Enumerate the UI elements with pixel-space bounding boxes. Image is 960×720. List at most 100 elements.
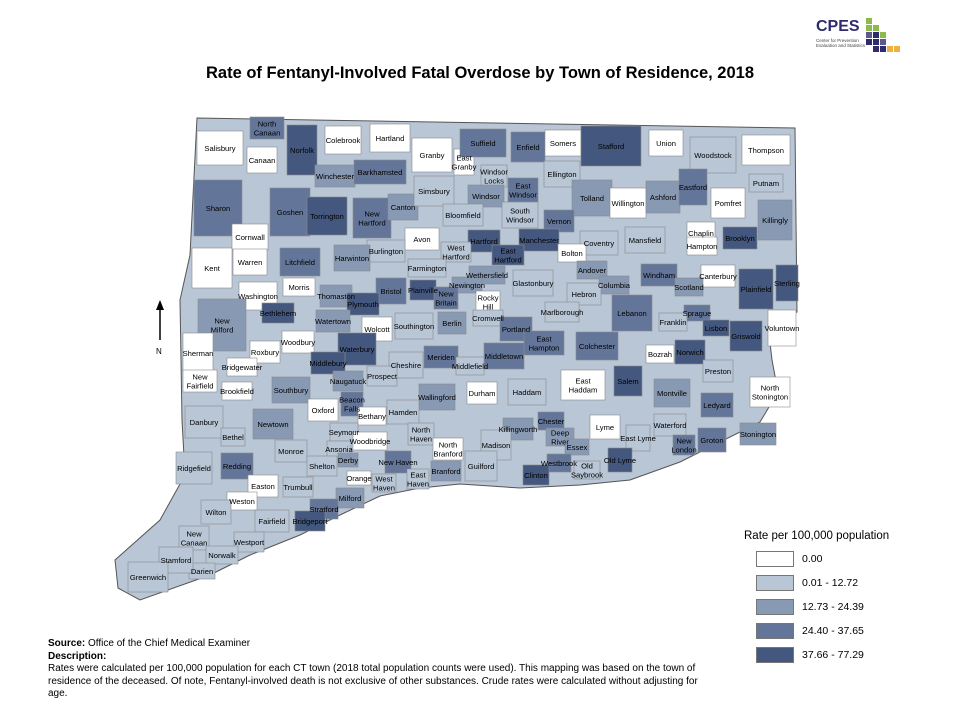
town-label: Clinton: [524, 471, 548, 480]
town-label: Griswold: [731, 332, 761, 341]
town-label: Sherman: [183, 349, 214, 358]
town-label: Torrington: [310, 212, 344, 221]
town-label: Barkhamsted: [358, 168, 403, 177]
legend-swatch: [756, 599, 794, 615]
town-area: [440, 241, 472, 263]
town-area: [418, 383, 456, 411]
town-label: Plainfield: [741, 285, 772, 294]
town-label: Waterbury: [340, 345, 375, 354]
town-label: Orange: [346, 474, 371, 483]
town-label: Coventry: [584, 239, 615, 248]
town-label: Portland: [502, 325, 530, 334]
town-area: [261, 302, 295, 324]
town-label: Goshen: [277, 208, 304, 217]
town-label: Bethlehem: [260, 309, 296, 318]
town-label: Old Lyme: [604, 456, 636, 465]
town-label: Granby: [420, 151, 445, 160]
town-label: Hampton: [687, 242, 718, 251]
town-area: [507, 378, 547, 406]
notes: Source: Office of the Chief Medical Exam…: [48, 638, 708, 701]
town-area: [252, 408, 294, 440]
town-label: Enfield: [516, 143, 539, 152]
town-label: Voluntown: [764, 324, 799, 333]
town-area: [286, 124, 318, 176]
town-area: [501, 201, 539, 229]
town-label: Berlin: [442, 319, 461, 328]
town-area: [411, 137, 453, 173]
town-label: Mansfield: [629, 236, 662, 245]
town-area: [697, 427, 727, 453]
town-area: [544, 301, 580, 323]
town-label: Monroe: [278, 447, 304, 456]
town-area: [407, 422, 435, 446]
town-label: Haddam: [513, 388, 542, 397]
town-area: [564, 438, 590, 456]
town-area: [674, 277, 704, 297]
town-label: New Milford: [211, 317, 234, 335]
town-label: Naugatuck: [330, 377, 367, 386]
town-label: Milford: [339, 494, 362, 503]
town-label: Ellington: [547, 170, 576, 179]
town-area: [332, 370, 364, 392]
town-area: [279, 247, 321, 277]
town-label: Sterling: [774, 279, 800, 288]
town-area: [387, 193, 419, 221]
town-area: [247, 474, 279, 498]
town-area: [739, 422, 777, 446]
town-label: Killingworth: [499, 425, 538, 434]
source-text: Office of the Chief Medical Examiner: [88, 638, 251, 649]
town-area: [282, 476, 314, 498]
town-label: Kent: [204, 264, 221, 273]
town-area: [310, 351, 346, 375]
legend-row: 12.73 - 24.39: [756, 599, 906, 617]
town-label: Newtown: [257, 420, 288, 429]
town-label: Guilford: [468, 462, 495, 471]
town-label: New Britain: [435, 290, 457, 308]
town-area: [346, 470, 372, 486]
town-label: Burlington: [369, 247, 403, 256]
town-area: [324, 125, 362, 155]
town-area: [205, 545, 239, 565]
town-area: [226, 357, 258, 377]
town-label: Bethany: [358, 412, 386, 421]
town-area: [738, 268, 774, 310]
town-label: Redding: [223, 462, 251, 471]
town-area: [557, 243, 587, 263]
town-label: Harwinton: [335, 254, 369, 263]
town-label: Wallingford: [418, 393, 456, 402]
town-label: Newington: [449, 281, 485, 290]
legend-swatch: [756, 551, 794, 567]
town-label: Lebanon: [617, 309, 647, 318]
town-label: Willington: [612, 199, 645, 208]
town-label: Brooklyn: [725, 234, 755, 243]
town-label: Trumbull: [283, 483, 313, 492]
town-area: [231, 223, 269, 251]
town-label: Darien: [191, 567, 213, 576]
town-label: New Hartford: [358, 210, 385, 228]
town-label: Greenwich: [130, 573, 166, 582]
town-area: [579, 230, 619, 256]
town-label: Lyme: [596, 423, 614, 432]
town-area: [340, 391, 364, 417]
town-area: [437, 311, 467, 335]
map-title: Rate of Fentanyl-Involved Fatal Overdose…: [205, 64, 754, 82]
town-label: South Windsor: [506, 207, 534, 225]
town-label: Lisbon: [705, 324, 727, 333]
town-area: [432, 437, 464, 461]
town-label: Waterford: [653, 421, 686, 430]
legend-swatch: [756, 647, 794, 663]
town-area: [221, 381, 253, 401]
town-area: [729, 320, 763, 352]
town-label: Bethel: [222, 433, 244, 442]
town-area: [466, 381, 498, 405]
town-area: [232, 248, 268, 276]
town-label: West Hartford: [442, 244, 469, 262]
town-area: [566, 282, 602, 306]
town-area: [407, 258, 447, 278]
town-label: East Haddam: [569, 377, 598, 395]
town-label: Scotland: [674, 283, 704, 292]
legend-label: 24.40 - 37.65: [802, 625, 864, 637]
town-area: [710, 187, 746, 219]
town-area: [510, 131, 546, 163]
town-label: Norfolk: [290, 146, 314, 155]
